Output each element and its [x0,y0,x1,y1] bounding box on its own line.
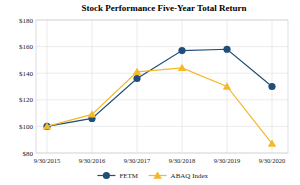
y-tick-label: $120 [19,96,34,104]
plot-area [43,46,276,147]
grid-line-x [182,20,183,153]
data-point [133,68,141,75]
x-tick-label: 9/30/2018 [169,157,195,164]
grid-line-x [137,20,138,153]
x-tick-label: 9/30/2017 [124,157,151,164]
y-tick-label: $140 [19,70,34,78]
series-line [47,68,272,144]
x-tick-label: 9/30/2016 [79,157,106,164]
data-point [88,110,96,117]
chart-svg: Stock Performance Five-Year Total Return… [0,0,300,185]
data-point [43,122,51,129]
legend-marker [153,171,161,178]
x-tick-label: 9/30/2020 [259,157,285,164]
x-tick-label: 9/30/2015 [34,157,60,164]
data-point [268,83,275,90]
data-point [43,123,50,130]
title: Stock Performance Five-Year Total Return [82,3,247,13]
y-tick-label: $80 [23,150,34,158]
x-tick-label: 9/30/2019 [214,157,240,164]
data-point [178,47,185,54]
legend-marker [103,172,110,179]
plot-frame [36,20,288,153]
data-point [223,46,230,53]
grid-line [36,126,288,127]
chart-container: Stock Performance Five-Year Total Return… [0,0,300,185]
data-point [223,82,231,89]
y-tick-label: $100 [19,123,34,131]
grid-line-x [47,20,48,153]
series-line [47,49,272,126]
legend-label: ABAQ Index [171,172,209,180]
grid-line-x [92,20,93,153]
data-point [133,75,140,82]
legend-label: FETM [119,172,138,180]
y-tick-label: $160 [19,43,34,51]
data-point [178,64,186,71]
grid-line [36,46,288,47]
data-point [268,139,276,146]
grid-line [36,73,288,74]
grid-line [36,99,288,100]
y-tick-label: $180 [19,17,34,25]
